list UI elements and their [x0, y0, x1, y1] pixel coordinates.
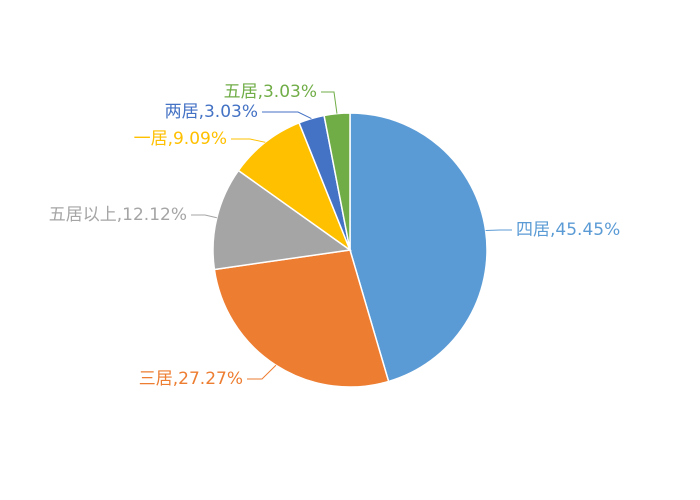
data-label: 五居,3.03%: [224, 82, 317, 102]
pie-slice: [237, 121, 352, 253]
data-label: 两居,3.03%: [165, 102, 258, 122]
data-label: 三居,27.27%: [139, 369, 243, 389]
leader-line: [485, 229, 512, 232]
pie-slice: [212, 169, 352, 271]
data-label: 四居,45.45%: [516, 220, 620, 240]
data-label: 五居以上,12.12%: [49, 205, 187, 225]
pie-slice: [213, 249, 390, 388]
leader-line: [231, 138, 266, 143]
pie-slice: [349, 112, 488, 383]
leader-line: [191, 214, 217, 219]
pie-slice: [323, 112, 351, 251]
leader-line: [321, 91, 338, 114]
leader-line: [262, 111, 312, 119]
data-label: 一居,9.09%: [134, 129, 227, 149]
leader-line: [247, 364, 277, 380]
